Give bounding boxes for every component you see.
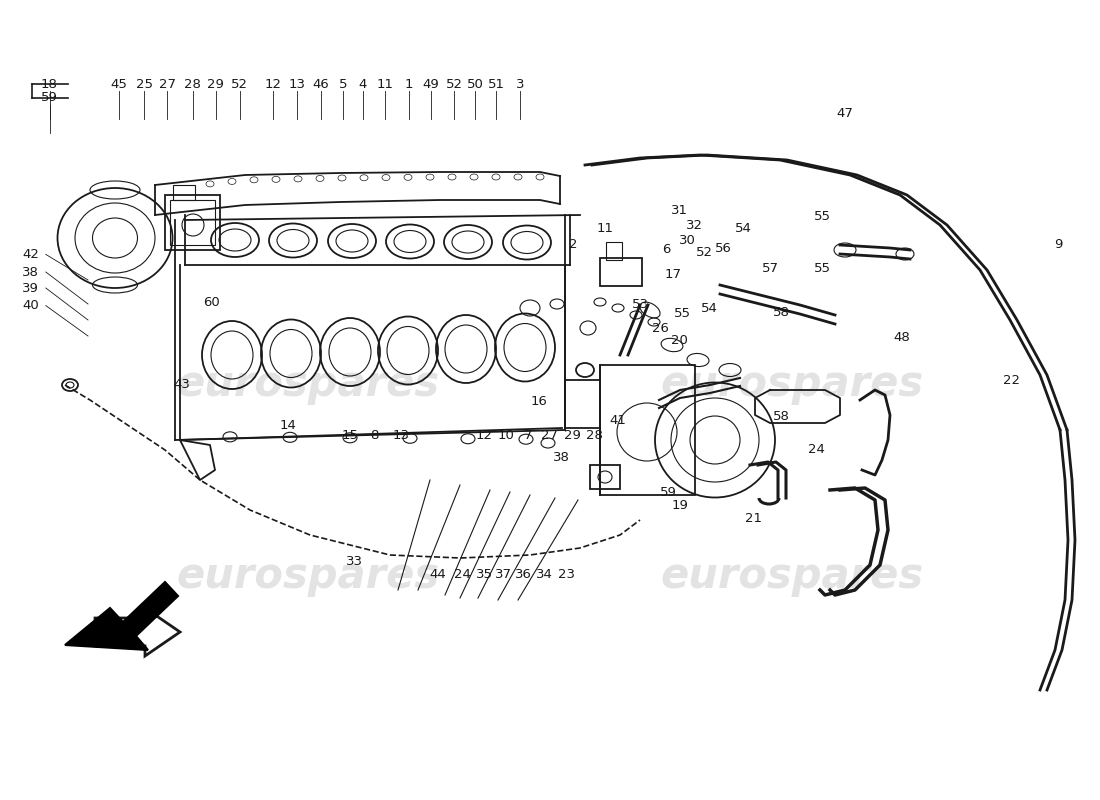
Text: 9: 9 bbox=[1054, 238, 1063, 250]
Text: 55: 55 bbox=[814, 210, 832, 222]
Text: 59: 59 bbox=[41, 91, 58, 104]
Text: 36: 36 bbox=[515, 568, 532, 581]
Bar bbox=[173, 185, 195, 200]
Text: 24: 24 bbox=[453, 568, 471, 581]
Text: eurospares: eurospares bbox=[176, 555, 440, 597]
Bar bbox=[606, 242, 621, 260]
Text: 31: 31 bbox=[671, 204, 689, 217]
Text: 8: 8 bbox=[370, 430, 378, 442]
Text: 7: 7 bbox=[524, 430, 532, 442]
Text: 52: 52 bbox=[231, 78, 249, 90]
Text: 30: 30 bbox=[679, 234, 696, 246]
Text: 1: 1 bbox=[405, 78, 414, 90]
Text: 60: 60 bbox=[202, 296, 220, 309]
Text: 6: 6 bbox=[662, 243, 671, 256]
Text: 54: 54 bbox=[701, 302, 718, 314]
Text: 26: 26 bbox=[651, 322, 669, 334]
Text: 27: 27 bbox=[158, 78, 176, 90]
Text: 32: 32 bbox=[685, 219, 703, 232]
Text: 27: 27 bbox=[541, 430, 559, 442]
Text: 34: 34 bbox=[536, 568, 553, 581]
Polygon shape bbox=[65, 582, 178, 650]
Text: 35: 35 bbox=[475, 568, 493, 581]
Text: 57: 57 bbox=[761, 262, 779, 274]
Text: 44: 44 bbox=[429, 568, 447, 581]
Text: eurospares: eurospares bbox=[660, 363, 924, 405]
Text: eurospares: eurospares bbox=[660, 555, 924, 597]
Text: 52: 52 bbox=[446, 78, 463, 90]
Bar bbox=[165, 195, 220, 250]
Text: 11: 11 bbox=[376, 78, 394, 90]
Text: 24: 24 bbox=[807, 443, 825, 456]
Text: 3: 3 bbox=[516, 78, 525, 90]
Text: 12: 12 bbox=[264, 78, 282, 90]
Text: 13: 13 bbox=[288, 78, 306, 90]
Text: 48: 48 bbox=[893, 331, 911, 344]
Text: 41: 41 bbox=[609, 414, 627, 426]
Text: 5: 5 bbox=[339, 78, 348, 90]
Text: 55: 55 bbox=[673, 307, 691, 320]
Text: 21: 21 bbox=[745, 512, 762, 525]
Text: 59: 59 bbox=[660, 486, 678, 498]
Text: 49: 49 bbox=[422, 78, 440, 90]
Text: 40: 40 bbox=[22, 299, 40, 312]
Text: 39: 39 bbox=[22, 282, 40, 294]
Text: 23: 23 bbox=[558, 568, 575, 581]
Text: 28: 28 bbox=[585, 430, 603, 442]
Text: 50: 50 bbox=[466, 78, 484, 90]
Bar bbox=[600, 365, 695, 495]
Text: 58: 58 bbox=[772, 410, 790, 422]
Text: 38: 38 bbox=[552, 451, 570, 464]
Text: 28: 28 bbox=[184, 78, 201, 90]
Text: 16: 16 bbox=[530, 395, 548, 408]
Text: 51: 51 bbox=[487, 78, 505, 90]
Text: 19: 19 bbox=[671, 499, 689, 512]
Text: 56: 56 bbox=[715, 242, 733, 254]
Text: 42: 42 bbox=[22, 248, 40, 261]
Text: 12: 12 bbox=[475, 430, 493, 442]
Text: 43: 43 bbox=[173, 378, 190, 390]
Polygon shape bbox=[95, 608, 180, 656]
Text: 2: 2 bbox=[569, 238, 578, 250]
Text: 11: 11 bbox=[596, 222, 614, 235]
Text: 54: 54 bbox=[735, 222, 752, 234]
Text: 55: 55 bbox=[814, 262, 832, 274]
Text: 15: 15 bbox=[341, 430, 359, 442]
Text: 4: 4 bbox=[359, 78, 367, 90]
Text: 18: 18 bbox=[41, 78, 58, 90]
Text: 29: 29 bbox=[207, 78, 224, 90]
Text: 14: 14 bbox=[279, 419, 297, 432]
Text: 33: 33 bbox=[345, 555, 363, 568]
Text: 52: 52 bbox=[695, 246, 713, 258]
Bar bbox=[170, 200, 214, 245]
Text: 10: 10 bbox=[497, 430, 515, 442]
Text: 46: 46 bbox=[312, 78, 330, 90]
Text: 29: 29 bbox=[563, 430, 581, 442]
Text: 53: 53 bbox=[631, 298, 649, 310]
Text: 58: 58 bbox=[772, 306, 790, 318]
Text: 22: 22 bbox=[1003, 374, 1021, 386]
Text: 37: 37 bbox=[495, 568, 513, 581]
Text: 20: 20 bbox=[671, 334, 689, 346]
Bar bbox=[590, 465, 620, 489]
Bar bbox=[600, 258, 642, 286]
Text: 25: 25 bbox=[135, 78, 153, 90]
Text: 47: 47 bbox=[836, 107, 854, 120]
Text: 45: 45 bbox=[110, 78, 128, 90]
Text: eurospares: eurospares bbox=[176, 363, 440, 405]
Text: 13: 13 bbox=[393, 430, 410, 442]
Text: 38: 38 bbox=[22, 266, 40, 278]
Text: 17: 17 bbox=[664, 268, 682, 281]
